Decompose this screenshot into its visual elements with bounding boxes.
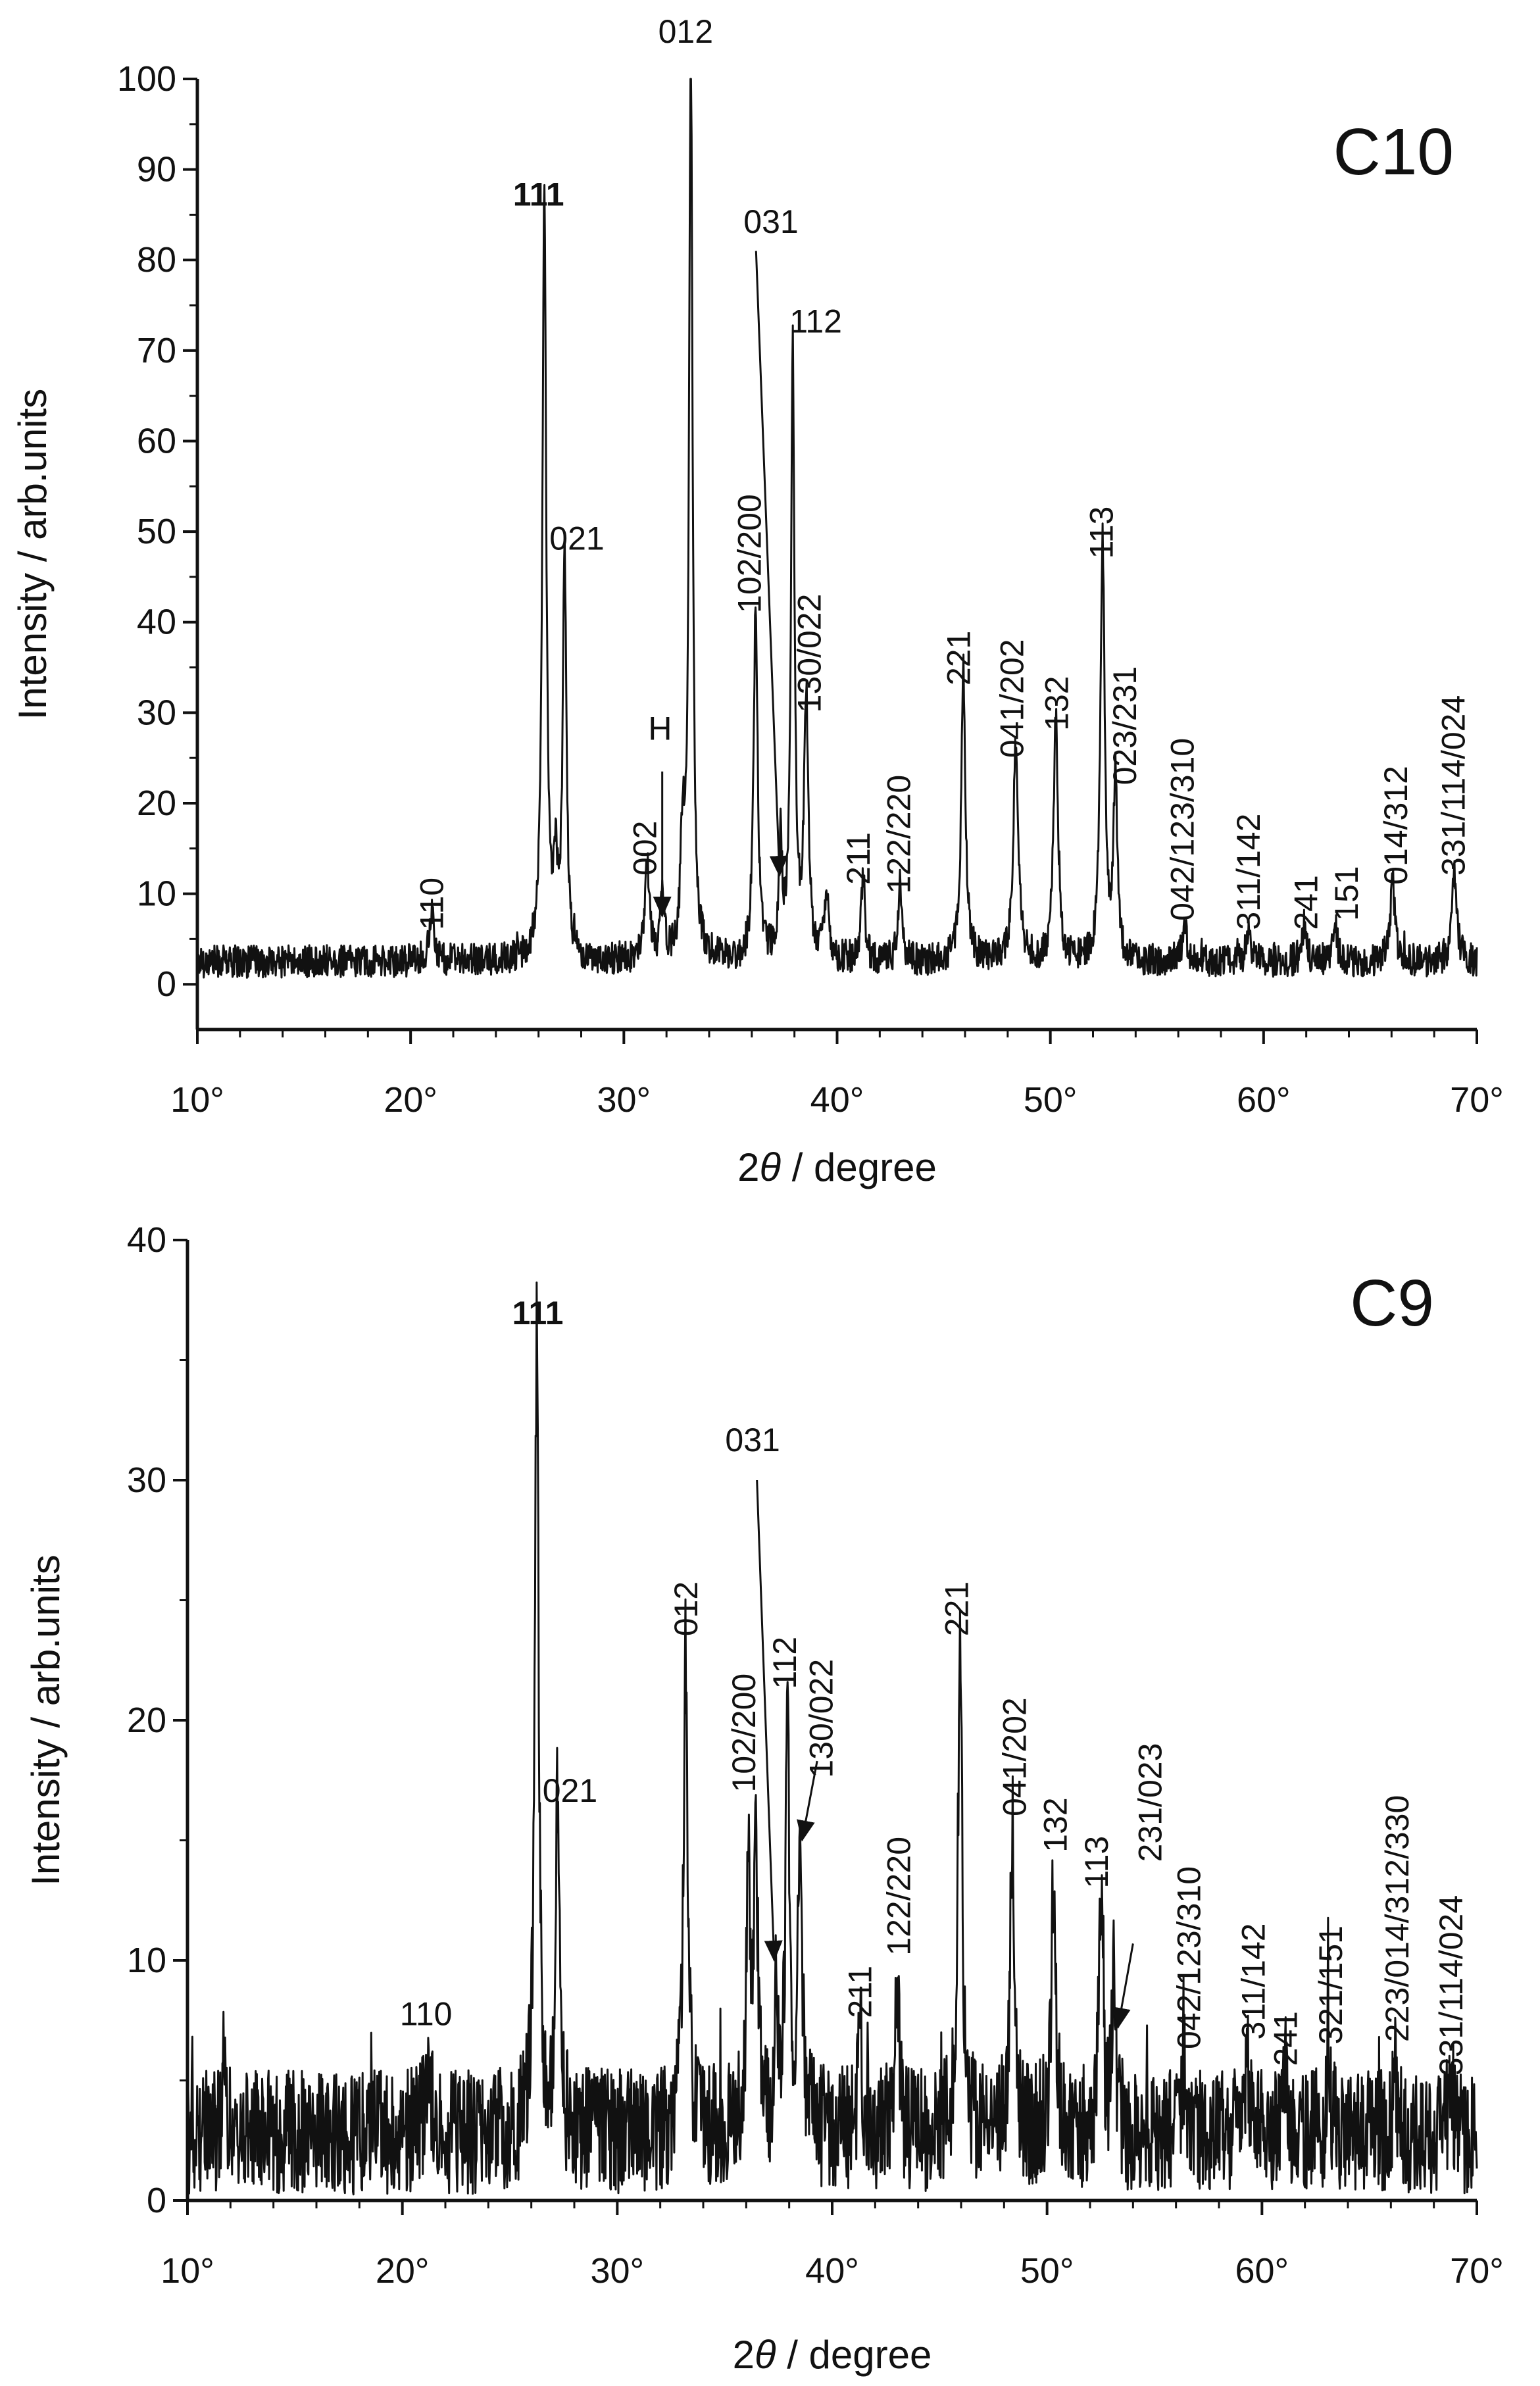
- peak-label: 132: [1038, 676, 1075, 730]
- y-tick-label: 10: [137, 874, 176, 914]
- x-axis-title-theta: θ: [755, 2333, 776, 2377]
- peak-label: 041/202: [997, 1697, 1033, 1816]
- peak-label: 130/022: [791, 594, 828, 713]
- y-tick-label: 30: [127, 1460, 166, 1500]
- peak-label: 002: [627, 821, 664, 876]
- y-tick-label: 70: [137, 331, 176, 370]
- peak-label: 041/202: [993, 639, 1030, 758]
- peak-label: 231/023: [1131, 1743, 1168, 1862]
- peak-label: 014/312: [1378, 766, 1414, 885]
- peak-label: 112: [789, 303, 842, 339]
- y-tick-label: 100: [117, 59, 176, 99]
- y-axis-title: Intensity / arb.units: [11, 389, 55, 720]
- x-axis-title-prefix: 2: [737, 1145, 759, 1189]
- x-tick-label: 50°: [1020, 2251, 1074, 2291]
- y-tick-label: 80: [137, 240, 176, 280]
- peak-label: 321/151: [1312, 1926, 1349, 2045]
- peak-label: 110: [414, 878, 451, 930]
- x-tick-label: 20°: [376, 2251, 430, 2291]
- x-axis-title: 2θ / degree: [737, 1145, 937, 1189]
- annotation-arrow: [755, 251, 788, 878]
- peak-label: 113: [1083, 507, 1120, 559]
- x-tick-label: 20°: [384, 1080, 437, 1120]
- peak-label: 031: [725, 1422, 780, 1458]
- pattern-line-c9-xrd-pattern: [186, 1281, 1478, 2196]
- x-axis-title-suffix: / degree: [776, 2333, 932, 2377]
- x-tick-label: 30°: [597, 1080, 651, 1120]
- y-tick-label: 20: [127, 1701, 166, 1740]
- y-axis-title: Intensity / arb.units: [24, 1554, 68, 1886]
- x-axis-title: 2θ / degree: [733, 2333, 932, 2377]
- peak-label: 130/022: [803, 1659, 840, 1778]
- peak-label: 221: [938, 1581, 975, 1636]
- x-tick-label: 60°: [1235, 2251, 1289, 2291]
- peak-label: 012: [668, 1581, 705, 1636]
- annotation-arrow: [1112, 1943, 1134, 2029]
- peak-label: 023/231: [1106, 666, 1143, 785]
- annotation-arrow: [797, 1760, 818, 1842]
- x-axis-title-suffix: / degree: [781, 1145, 937, 1189]
- y-tick-label: 0: [147, 2181, 166, 2220]
- x-tick-label: 60°: [1237, 1080, 1291, 1120]
- x-tick-label: 30°: [590, 2251, 644, 2291]
- peak-label: H: [648, 710, 672, 747]
- peak-label: 111: [512, 1295, 564, 1331]
- peak-label: 331/114/024: [1435, 695, 1472, 876]
- peak-label: 221: [940, 631, 977, 685]
- y-tick-label: 10: [127, 1941, 166, 1980]
- peak-label: 102/200: [732, 494, 768, 613]
- panel-title: C9: [1350, 1266, 1434, 1340]
- peak-label: 331/114/024: [1433, 1895, 1470, 2075]
- peak-label: 211: [841, 1966, 878, 2018]
- annotation-arrow: [756, 1479, 783, 1962]
- y-tick-label: 60: [137, 421, 176, 460]
- peak-label: 122/220: [880, 1837, 917, 1956]
- y-tick-label: 0: [157, 964, 176, 1004]
- peak-label: 021: [543, 1772, 597, 1809]
- y-tick-label: 90: [137, 150, 176, 189]
- peak-label: 112: [766, 1637, 803, 1689]
- pattern-line-c10-xrd-pattern: [196, 78, 1478, 979]
- y-tick-label: 30: [137, 693, 176, 732]
- peak-label: 241: [1288, 875, 1325, 930]
- y-tick-label: 40: [127, 1220, 166, 1260]
- y-tick-label: 40: [137, 603, 176, 642]
- peak-label: 021: [549, 520, 604, 557]
- peak-label: 113: [1078, 1836, 1115, 1889]
- panel-title: C10: [1333, 115, 1454, 189]
- peak-label: 311/142: [1235, 1923, 1272, 2039]
- peak-label: 132: [1037, 1797, 1074, 1852]
- peak-label: 110: [400, 1996, 453, 2033]
- peak-label: 102/200: [726, 1674, 762, 1793]
- x-tick-label: 40°: [810, 1080, 864, 1120]
- y-tick-label: 50: [137, 512, 176, 551]
- x-tick-label: 70°: [1450, 2251, 1504, 2291]
- peak-label: 211: [840, 832, 877, 885]
- x-axis-title-theta: θ: [759, 1145, 781, 1189]
- peak-label: 031: [743, 203, 798, 240]
- peak-label: 151: [1328, 866, 1365, 920]
- x-tick-label: 50°: [1024, 1080, 1078, 1120]
- peak-label: 042/123/310: [1170, 1866, 1207, 2049]
- x-tick-label: 70°: [1450, 1080, 1504, 1120]
- peak-label: 042/123/310: [1164, 738, 1201, 921]
- peak-label: 012: [658, 13, 713, 50]
- y-tick-label: 20: [137, 783, 176, 823]
- peak-label: 223/014/312/330: [1379, 1795, 1416, 2042]
- peak-label: 241: [1267, 2011, 1304, 2066]
- peak-label: 311/142: [1230, 814, 1267, 930]
- peak-label: 122/220: [881, 775, 918, 894]
- panel-c9: 0 10 20 30 40 10° 20° 30° 40° 50° 60° 70° Intensity …: [24, 1220, 1504, 2377]
- x-tick-label: 10°: [170, 1080, 224, 1120]
- x-axis-title-prefix: 2: [733, 2333, 755, 2377]
- x-tick-label: 40°: [805, 2251, 859, 2291]
- peak-label: 111: [513, 176, 564, 213]
- x-tick-label: 10°: [161, 2251, 214, 2291]
- panel-c10: 0 10 20 30 40 50 60 70 80 90 100 10° 20° 30° 40° 50° 60°…: [11, 13, 1504, 1189]
